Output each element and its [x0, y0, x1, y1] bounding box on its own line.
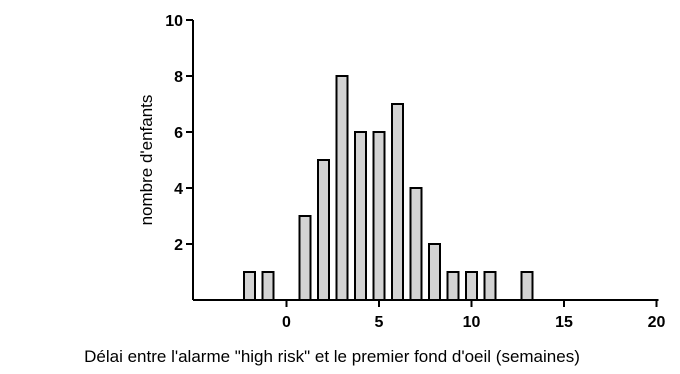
histogram-bar	[372, 131, 386, 301]
x-tick-label: 10	[463, 314, 481, 331]
histogram-bar	[428, 243, 441, 301]
histogram-bar	[298, 215, 312, 301]
histogram-bar	[446, 271, 460, 301]
x-tick-label: 5	[375, 314, 384, 331]
x-tick-label: 0	[282, 314, 291, 331]
y-axis-ticks: 2 4 6 8 10	[165, 13, 193, 254]
y-tick-label: 10	[165, 13, 183, 30]
histogram-bar	[243, 271, 256, 301]
histogram-bar	[483, 271, 497, 301]
x-axis-ticks: 0 5 10 15 20	[282, 300, 666, 331]
histogram-bar	[465, 271, 478, 301]
histogram-bar	[520, 271, 534, 301]
y-tick-label: 8	[174, 69, 183, 86]
y-axis-title: nombre d'enfants	[137, 95, 156, 226]
histogram-bar	[391, 103, 404, 301]
histogram-bar	[409, 187, 423, 301]
y-tick-label: 4	[174, 181, 183, 198]
histogram-bar	[317, 159, 330, 301]
y-tick-label: 2	[174, 237, 183, 254]
x-tick-label: 15	[555, 314, 573, 331]
histogram-bar	[335, 75, 349, 301]
histogram-bar	[261, 271, 275, 301]
histogram-bar	[354, 131, 367, 301]
x-tick-label: 20	[648, 314, 666, 331]
y-tick-label: 6	[174, 125, 183, 142]
x-axis-title: Délai entre l'alarme "high risk" et le p…	[84, 347, 580, 366]
bars	[243, 75, 534, 301]
